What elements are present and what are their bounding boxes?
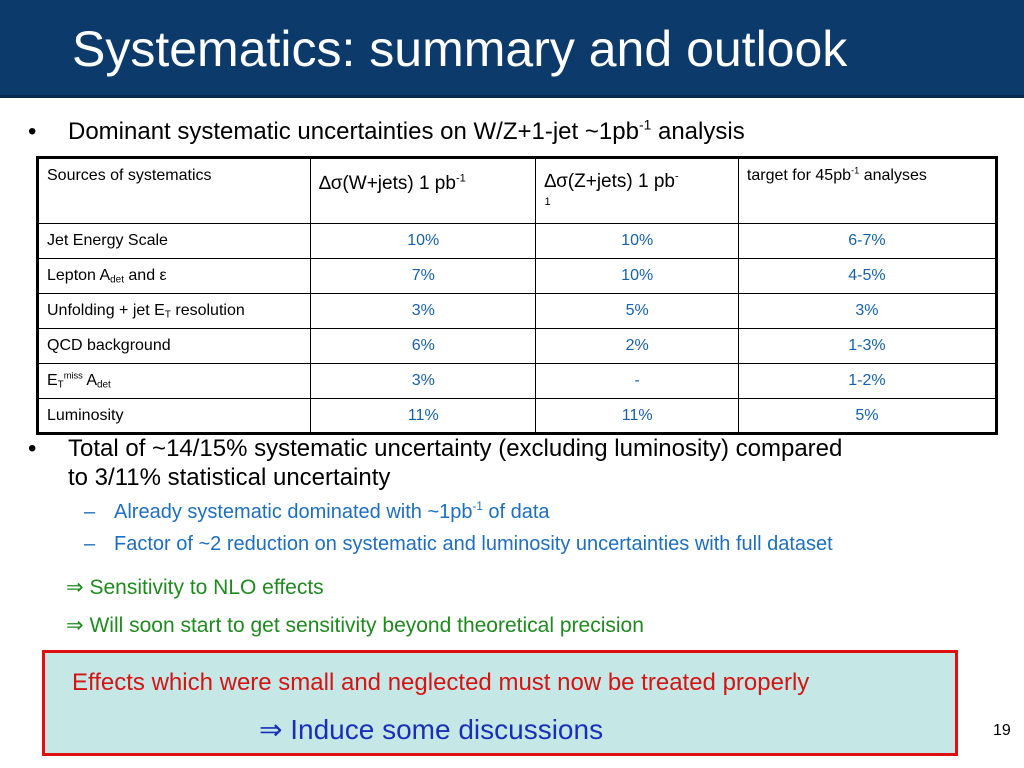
row-w-value: 3% [310, 363, 537, 399]
row-w-value: 7% [310, 258, 537, 294]
row-target-value: 6-7% [737, 223, 998, 259]
table-header-row: Sources of systematics ∆σ(W+jets) 1 pb-1… [36, 157, 998, 224]
implies-arrow-icon: ⇒ [259, 714, 283, 745]
table-row: Luminosity 11% 11% 5% [36, 398, 998, 434]
sub-item-text: Already systematic dominated with ~1pb-1… [114, 499, 550, 523]
table-row: Jet Energy Scale 10% 10% 6-7% [36, 223, 998, 259]
table-row: QCD background 6% 2% 1-3% [36, 328, 998, 364]
row-target-value: 3% [737, 293, 998, 329]
row-z-value: 10% [535, 223, 739, 259]
arrow-item-nlo: ⇒ Sensitivity to NLO effects [66, 575, 324, 600]
bullet-icon: • [28, 118, 37, 145]
row-target-value: 4-5% [737, 258, 998, 294]
systematics-table: Sources of systematics ∆σ(W+jets) 1 pb-1… [36, 156, 998, 435]
sub-item-text: Factor of ~2 reduction on systematic and… [114, 533, 833, 555]
row-source: Luminosity [36, 398, 312, 434]
callout-line2-text: Induce some discussions [290, 714, 604, 745]
row-z-value: 11% [535, 398, 739, 434]
table-row: Lepton Adet and ε 7% 10% 4-5% [36, 258, 998, 294]
row-w-value: 3% [310, 293, 537, 329]
callout-line1: Effects which were small and neglected m… [72, 669, 810, 696]
callout-line2: ⇒ Induce some discussions [259, 713, 603, 746]
row-w-value: 11% [310, 398, 537, 434]
bullet-icon: • [28, 435, 37, 462]
table-row: Unfolding + jet ET resolution 3% 5% 3% [36, 293, 998, 329]
table-row: ETmiss Adet 3% - 1-2% [36, 363, 998, 399]
row-source: QCD background [36, 328, 312, 364]
row-z-value: - [535, 363, 739, 399]
bullet-text-line1: Total of ~14/15% systematic uncertainty … [68, 435, 843, 462]
arrow-item-text: Sensitivity to NLO effects [89, 576, 324, 599]
header-w-jets: ∆σ(W+jets) 1 pb-1 [310, 157, 537, 224]
implies-arrow-icon: ⇒ [66, 614, 84, 637]
row-z-value: 10% [535, 258, 739, 294]
row-target-value: 1-2% [737, 363, 998, 399]
dash-icon: – [84, 501, 96, 523]
arrow-item-text: Will soon start to get sensitivity beyon… [89, 614, 644, 637]
row-source: Unfolding + jet ET resolution [36, 293, 312, 329]
dash-icon: – [84, 533, 96, 555]
slide-title: Systematics: summary and outlook [72, 21, 848, 77]
row-w-value: 10% [310, 223, 537, 259]
row-target-value: 1-3% [737, 328, 998, 364]
bullet-text-line2: to 3/11% statistical uncertainty [68, 464, 391, 491]
row-source: ETmiss Adet [36, 363, 312, 399]
header-z-jets: ∆σ(Z+jets) 1 pb- 1 [535, 157, 739, 224]
bullet-text: Dominant systematic uncertainties on W/Z… [68, 116, 745, 145]
row-target-value: 5% [737, 398, 998, 434]
header-sources: Sources of systematics [36, 157, 312, 224]
row-source: Lepton Adet and ε [36, 258, 312, 294]
page-number: 19 [993, 722, 1011, 739]
row-source: Jet Energy Scale [36, 223, 312, 259]
row-w-value: 6% [310, 328, 537, 364]
header-target: target for 45pb-1 analyses [737, 157, 998, 224]
callout-box: Effects which were small and neglected m… [42, 650, 958, 756]
row-z-value: 2% [535, 328, 739, 364]
implies-arrow-icon: ⇒ [66, 576, 84, 599]
row-z-value: 5% [535, 293, 739, 329]
title-bar: Systematics: summary and outlook [0, 0, 1024, 98]
arrow-item-precision: ⇒ Will soon start to get sensitivity bey… [66, 613, 644, 638]
